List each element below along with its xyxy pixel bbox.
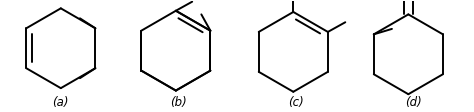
Text: (c): (c): [288, 95, 304, 108]
Text: (d): (d): [405, 95, 421, 108]
Text: (b): (b): [170, 95, 187, 108]
Text: (a): (a): [53, 95, 69, 108]
